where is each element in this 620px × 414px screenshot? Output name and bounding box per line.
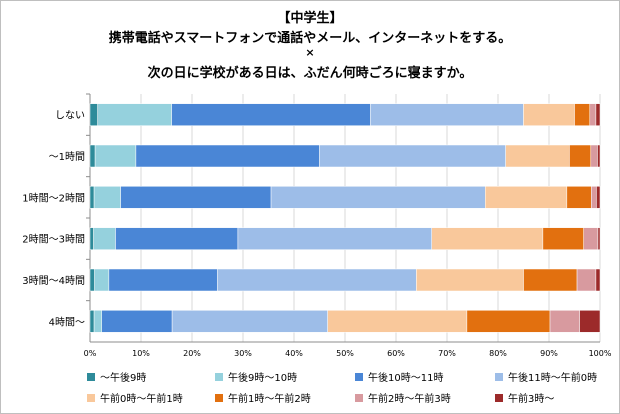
- category-label: しない: [55, 110, 85, 122]
- legend-label: 午後9時～10時: [228, 373, 298, 384]
- legend-swatch: [355, 372, 363, 381]
- bar-segment: [596, 186, 601, 209]
- bar-segment: [591, 186, 597, 209]
- legend-item: 午前1時～午前2時: [215, 390, 355, 405]
- bar-segment: [566, 186, 592, 209]
- legend-item: 午後9時～10時: [215, 369, 355, 384]
- bar-segment: [589, 103, 597, 126]
- bar-segment: [89, 103, 98, 126]
- bar-segment: [485, 186, 568, 209]
- x-tick-label: 60%: [387, 349, 405, 358]
- legend-label: 午前3時～: [508, 394, 555, 405]
- legend-swatch: [215, 393, 223, 402]
- bar-segment: [115, 227, 239, 250]
- x-tick-label: 20%: [183, 349, 201, 358]
- category-label: 1時間～2時間: [22, 192, 85, 204]
- bar-segment: [237, 227, 432, 250]
- x-tick-label: 50%: [336, 349, 354, 358]
- legend-label: 午前0時～午前1時: [100, 394, 183, 405]
- x-tick-label: 80%: [489, 349, 507, 358]
- x-tick-label: 100%: [589, 349, 612, 358]
- legend-label: 午後11時～午前0時: [508, 373, 598, 384]
- bar-segment: [135, 144, 320, 168]
- bar-segment: [171, 310, 328, 333]
- legend-item: 午前0時～午前1時: [87, 390, 215, 405]
- bar-segment: [89, 227, 94, 250]
- bar-segment: [97, 103, 172, 126]
- category-label: 2時間～3時間: [22, 234, 85, 246]
- bar-segment: [319, 144, 506, 168]
- category-label: ～1時間: [49, 151, 85, 163]
- legend-swatch: [495, 393, 503, 402]
- bar-segment: [89, 186, 95, 209]
- legend-item: ～午後9時: [87, 369, 215, 384]
- bar-segment: [89, 144, 96, 168]
- legend-item: 午後10時～11時: [355, 369, 495, 384]
- legend-swatch: [495, 372, 503, 381]
- chart-title-line3: ×: [305, 46, 315, 59]
- legend-item: 午前3時～: [495, 390, 607, 405]
- bar-segment: [327, 310, 468, 333]
- bar-segment: [431, 227, 544, 250]
- legend-label: ～午後9時: [100, 373, 147, 384]
- chart-title-line1: 【中学生】: [277, 11, 343, 26]
- legend-swatch: [355, 393, 363, 402]
- bar-segment: [523, 103, 575, 126]
- legend-item: 午前2時～午前3時: [355, 390, 495, 405]
- bar-segment: [93, 227, 116, 250]
- bar-segment: [93, 310, 102, 333]
- legend-label: 午前1時～午前2時: [228, 394, 311, 405]
- bar-segment: [217, 268, 417, 292]
- bar-segment: [576, 268, 597, 292]
- bar-segment: [597, 227, 601, 250]
- bar-segment: [89, 268, 95, 292]
- bar-segment: [583, 227, 599, 250]
- bar-segment: [270, 186, 486, 209]
- category-label: 4時間～: [49, 316, 85, 328]
- x-tick-label: 0%: [84, 349, 97, 358]
- bar-segment: [120, 186, 272, 209]
- bar-segment: [89, 310, 95, 333]
- bar-segment: [595, 103, 601, 126]
- x-tick-label: 40%: [285, 349, 303, 358]
- legend-label: 午後10時～11時: [368, 373, 444, 384]
- legend-swatch: [215, 372, 223, 381]
- legend-swatch: [87, 372, 95, 381]
- bar-segment: [101, 310, 173, 333]
- bar-segment: [108, 268, 218, 292]
- bar-segment: [505, 144, 570, 168]
- legend-label: 午前2時～午前3時: [368, 394, 451, 405]
- legend-item: 午後11時～午前0時: [495, 369, 607, 384]
- bar-segment: [574, 103, 591, 126]
- bar-segment: [549, 310, 580, 333]
- x-tick-label: 10%: [132, 349, 150, 358]
- category-label: 3時間～4時間: [22, 275, 85, 287]
- bar-segment: [523, 268, 578, 292]
- bar-segment: [416, 268, 524, 292]
- x-tick-label: 70%: [438, 349, 456, 358]
- chart-title-line4: 次の日に学校がある日は、ふだん何時ごろに寝ますか。: [147, 66, 473, 81]
- x-tick-label: 30%: [234, 349, 252, 358]
- bar-segment: [370, 103, 524, 126]
- bar-segment: [542, 227, 584, 250]
- chart-title-line2: 携帯電話やスマートフォンで通話やメール、インターネットをする。: [108, 31, 512, 46]
- bar-segment: [569, 144, 592, 168]
- bar-segment: [94, 268, 110, 292]
- legend: ～午後9時 午後9時～10時 午後10時～11時 午後11時～午前0時午前0時～午前1…: [87, 369, 607, 405]
- x-tick-label: 90%: [540, 349, 558, 358]
- bar-segment: [93, 186, 121, 209]
- bar-segment: [579, 310, 601, 333]
- bar-segment: [171, 103, 371, 126]
- bar-segment: [595, 268, 601, 292]
- bar-segment: [590, 144, 598, 168]
- bar-segment: [597, 144, 601, 168]
- legend-swatch: [87, 393, 95, 402]
- bar-segment: [466, 310, 551, 333]
- bar-segment: [94, 144, 137, 168]
